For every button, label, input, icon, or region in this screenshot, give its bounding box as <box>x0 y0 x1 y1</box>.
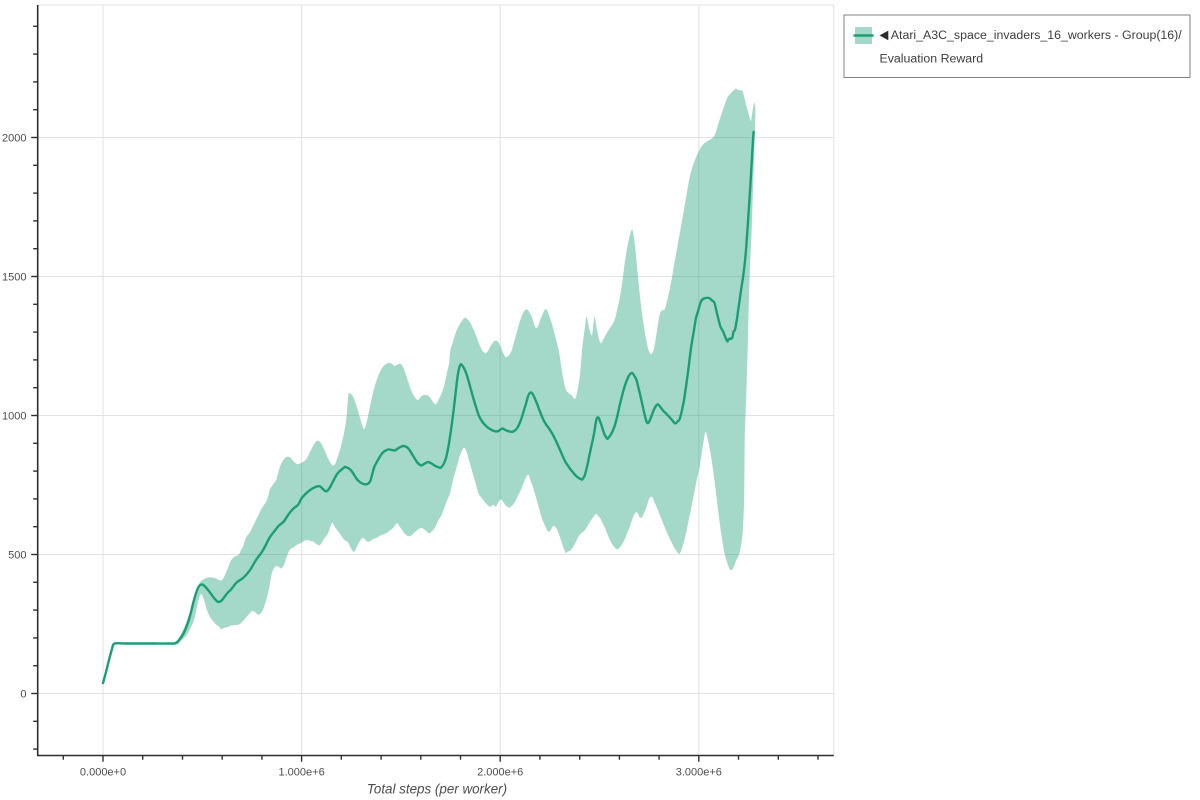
svg-text:2.000e+6: 2.000e+6 <box>477 767 523 779</box>
svg-text:0: 0 <box>20 688 26 700</box>
svg-text:1.000e+6: 1.000e+6 <box>279 767 325 779</box>
svg-text:0.000e+0: 0.000e+0 <box>80 767 126 779</box>
svg-text:Total steps (per worker): Total steps (per worker) <box>367 782 507 797</box>
svg-text:500: 500 <box>8 549 26 561</box>
svg-text:1500: 1500 <box>2 271 26 283</box>
svg-text:1000: 1000 <box>2 410 26 422</box>
svg-text:3.000e+6: 3.000e+6 <box>676 767 722 779</box>
svg-text:Atari_A3C_space_invaders_16_wo: Atari_A3C_space_invaders_16_workers - Gr… <box>891 28 1182 42</box>
svg-text:Evaluation Reward: Evaluation Reward <box>880 52 984 66</box>
svg-text:2000: 2000 <box>2 132 26 144</box>
